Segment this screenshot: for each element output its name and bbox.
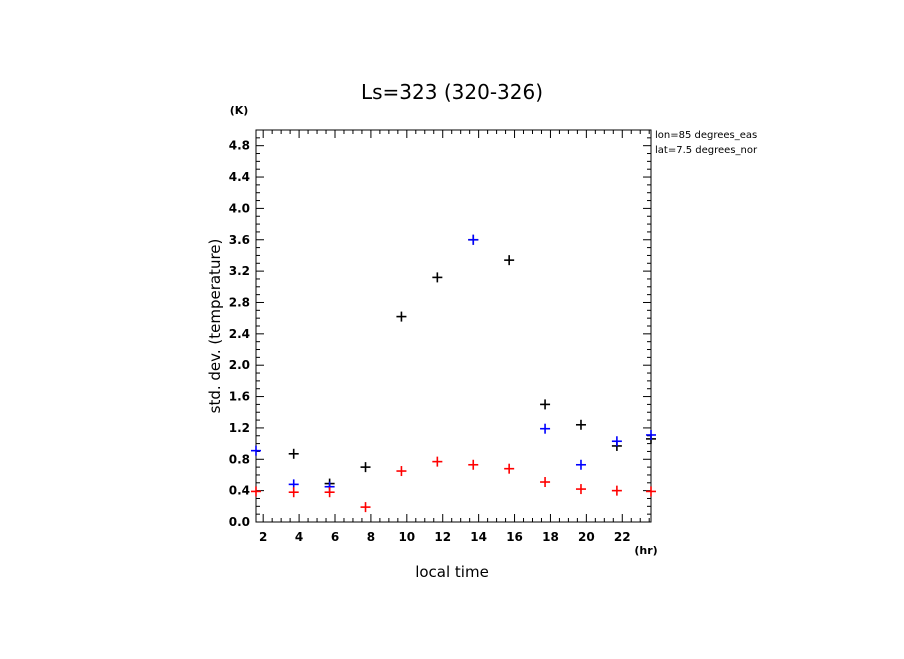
ticks-layer: 0.0 0.4 0.8 1.2 1.6 2.0 2.4 2.8 3.2 3.6 4.0 4.4 4.8 2… [229, 129, 651, 544]
annotation-lon: lon=85 degrees_eas [655, 130, 757, 141]
data-point-series-2 [611, 485, 622, 496]
y-tick-label: 0.0 [229, 515, 250, 529]
x-tick-label: 10 [398, 530, 415, 544]
y-tick-label: 3.6 [229, 233, 250, 247]
y-tick-label: 0.8 [229, 452, 250, 466]
data-point-series-2 [432, 456, 443, 467]
chart-title: Ls=323 (320-326) [361, 80, 543, 104]
x-tick-label: 6 [331, 530, 339, 544]
data-point-series-2 [251, 486, 261, 497]
x-unit-label: (hr) [634, 544, 657, 557]
x-tick-label: 16 [506, 530, 523, 544]
x-tick-label: 22 [614, 530, 631, 544]
data-point-series-0 [360, 462, 371, 473]
x-tick-label: 2 [259, 530, 267, 544]
data-point-series-2 [504, 463, 515, 474]
data-point-series-0 [288, 448, 299, 459]
y-tick-label: 2.4 [229, 327, 250, 341]
data-point-series-0 [396, 311, 407, 322]
y-unit-label: (K) [230, 104, 249, 117]
y-tick-label: 4.8 [229, 139, 250, 153]
y-tick-label: 3.2 [229, 264, 250, 278]
x-axis-label: local time [415, 563, 489, 581]
data-point-series-2 [646, 486, 656, 497]
x-tick-label: 18 [542, 530, 559, 544]
data-point-series-2 [468, 459, 479, 470]
data-point-series-2 [324, 487, 335, 498]
y-tick-label: 2.8 [229, 295, 250, 309]
y-tick-label: 4.0 [229, 201, 250, 215]
annotation-lat: lat=7.5 degrees_nor [655, 145, 758, 156]
x-tick-label: 8 [367, 530, 375, 544]
data-point-series-1 [575, 459, 586, 470]
y-tick-label: 1.2 [229, 421, 250, 435]
y-tick-label: 4.4 [229, 170, 250, 184]
data-point-series-0 [432, 272, 443, 283]
y-tick-label: 1.6 [229, 390, 250, 404]
y-tick-label: 2.0 [229, 358, 250, 372]
x-tick-label: 4 [295, 530, 303, 544]
x-tick-label: 14 [470, 530, 487, 544]
x-tick-label: 20 [578, 530, 595, 544]
data-point-series-1 [611, 436, 622, 447]
y-axis-label: std. dev. (temperature) [206, 239, 224, 414]
points-layer [251, 234, 656, 513]
y-tick-label: 0.4 [229, 484, 250, 498]
data-point-series-1 [646, 429, 656, 440]
data-point-series-2 [396, 466, 407, 477]
data-point-series-2 [575, 484, 586, 495]
plot-frame [255, 129, 652, 523]
data-point-series-2 [360, 502, 371, 513]
data-point-series-0 [540, 399, 551, 410]
data-point-series-1 [468, 234, 479, 245]
data-point-series-2 [288, 487, 299, 498]
x-tick-label: 12 [434, 530, 451, 544]
data-point-series-0 [575, 419, 586, 430]
data-point-series-1 [251, 445, 261, 456]
data-point-series-1 [540, 423, 551, 434]
data-point-series-2 [540, 477, 551, 488]
data-point-series-0 [504, 255, 515, 266]
